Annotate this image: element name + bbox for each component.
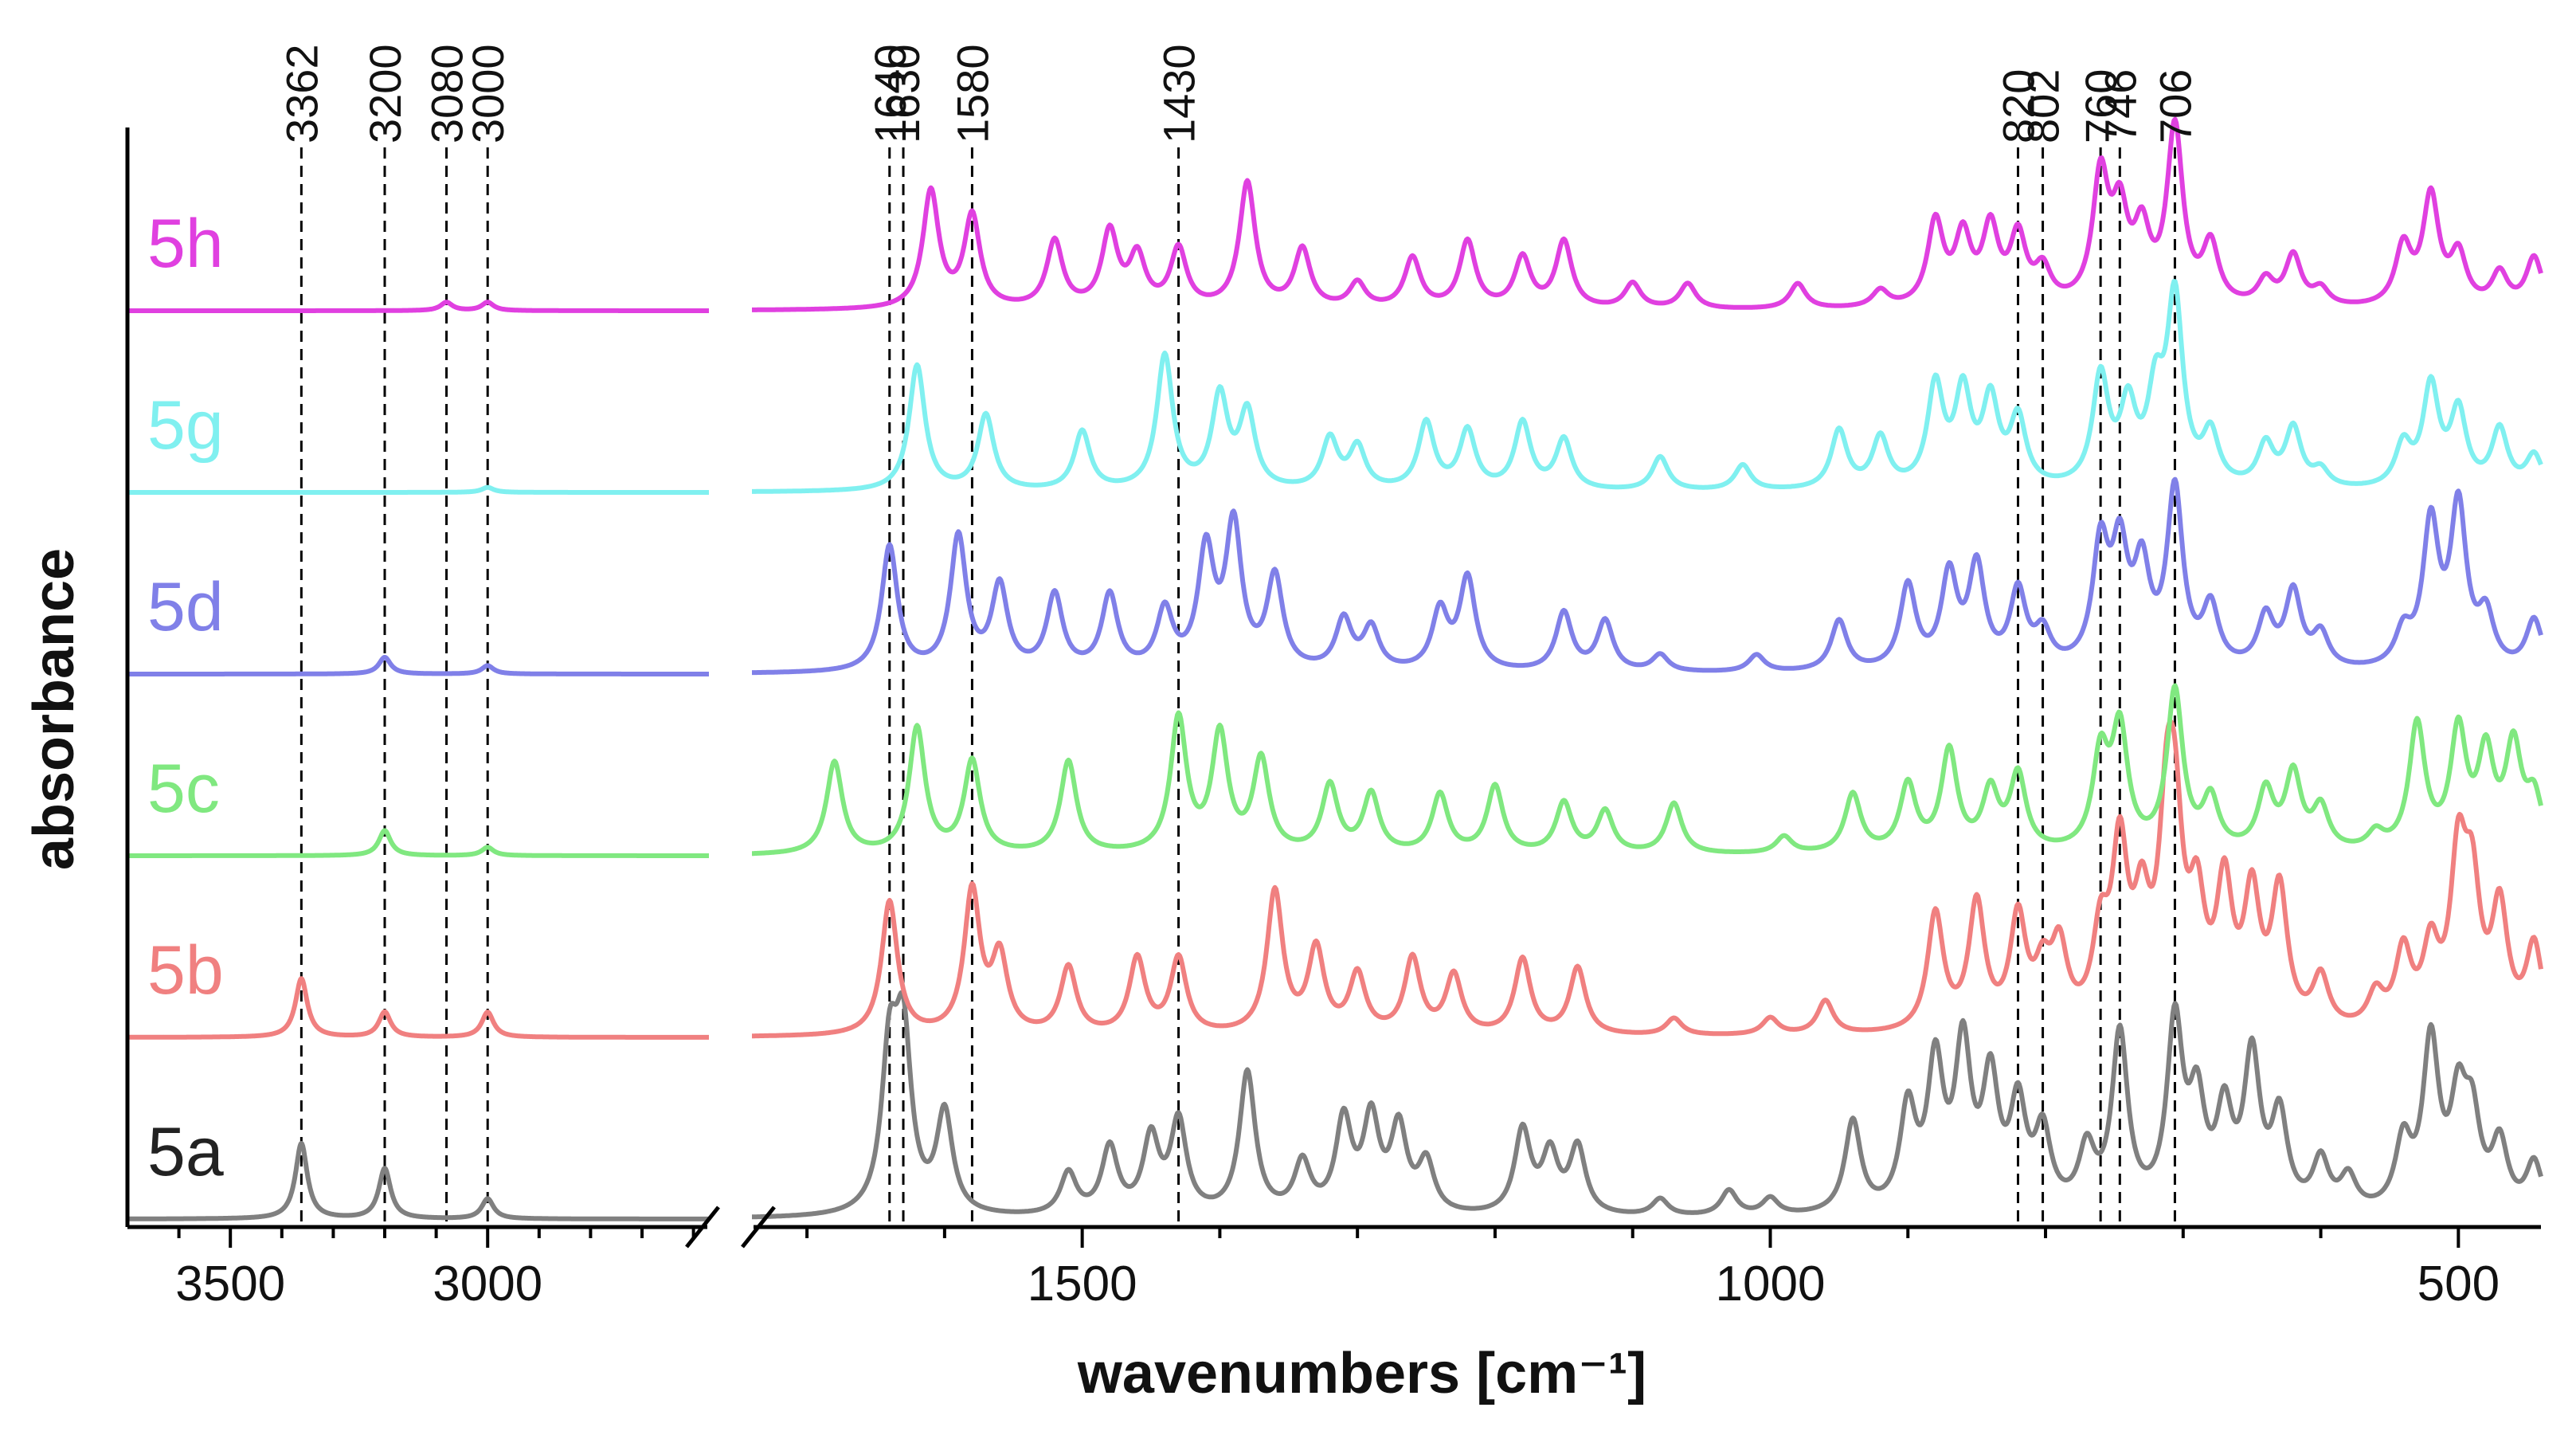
spectrum-line-5b	[125, 976, 711, 1040]
x-tick-label: 1000	[1716, 1257, 1826, 1311]
spectrum-line-5a	[750, 990, 2543, 1220]
peak-marker-label: 1580	[947, 44, 997, 143]
peak-marker-label: 1630	[879, 44, 929, 143]
spectrum-line-5d	[125, 654, 711, 676]
peak-marker-label: 802	[2018, 69, 2069, 143]
x-tick-label: 500	[2417, 1257, 2500, 1311]
peak-marker-label: 760	[2076, 69, 2126, 143]
x-tick-label: 1500	[1028, 1257, 1137, 1311]
series-label-5d: 5d	[147, 569, 224, 645]
series-label-5c: 5c	[147, 751, 220, 827]
peak-marker-label: 820	[1993, 69, 2043, 143]
axis-break-mark	[685, 1206, 720, 1249]
series-label-5g: 5g	[147, 387, 224, 464]
y-axis-label: absorbance	[22, 548, 86, 870]
spectrum-line-5c	[750, 683, 2543, 857]
peak-marker-label: 3362	[276, 44, 327, 143]
x-axis-label: wavenumbers [cm⁻¹]	[1077, 1342, 1646, 1406]
spectrum-line-5h	[125, 300, 711, 313]
series-labels: 5a 5b 5c 5d 5g 5h	[147, 206, 224, 1190]
axis-break-mark	[741, 1206, 776, 1249]
spectrum-line-5h	[750, 116, 2543, 312]
peak-marker-label: 3000	[463, 44, 513, 143]
spectra-series	[125, 116, 2543, 1221]
peak-marker-label: 1640	[865, 44, 915, 143]
peak-marker-label: 1430	[1154, 44, 1204, 143]
spectrum-line-5c	[125, 828, 711, 858]
peak-marker-label: 3200	[360, 44, 410, 143]
series-label-5h: 5h	[147, 206, 224, 282]
spectrum-line-5b	[750, 719, 2543, 1039]
axes: 3500 3000 1500 1000 500	[125, 127, 2541, 1311]
series-label-5a: 5a	[147, 1114, 224, 1190]
spectrum-line-5a	[125, 1141, 711, 1221]
x-tick-label: 3000	[433, 1257, 542, 1311]
spectrum-line-5g	[125, 484, 711, 495]
peak-marker-label: 706	[2150, 69, 2200, 143]
peak-marker-label: 3080	[422, 44, 472, 143]
peak-marker-lines	[299, 147, 2176, 1225]
spectrum-line-5d	[750, 476, 2543, 676]
spectrum-line-5g	[750, 279, 2543, 494]
peak-marker-label: 746	[2095, 69, 2145, 143]
x-tick-label: 3500	[175, 1257, 285, 1311]
series-label-5b: 5b	[147, 932, 224, 1009]
